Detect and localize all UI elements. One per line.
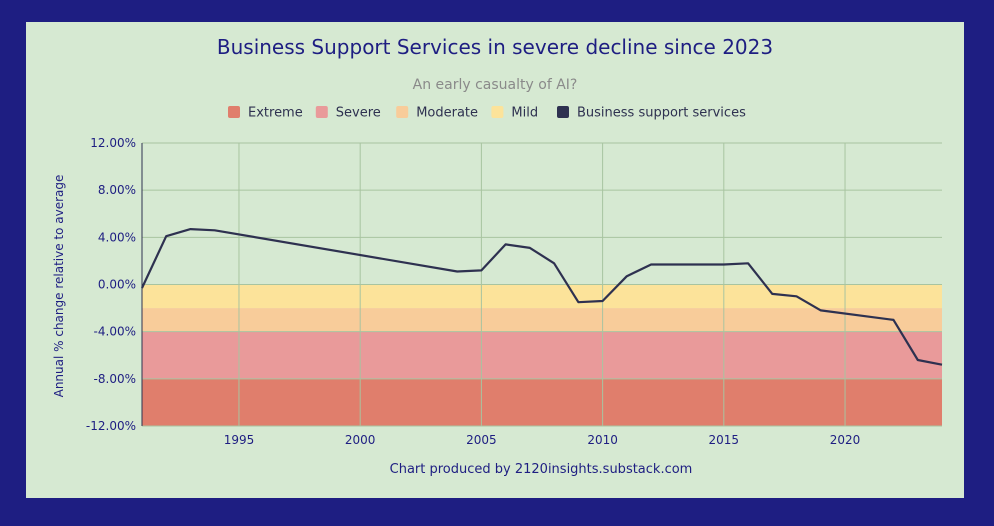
x-tick-label: 2005 [466,433,497,447]
legend-swatch-moderate [396,106,409,118]
x-tick-label: 2015 [709,433,740,447]
chart-svg: Business Support Services in severe decl… [52,35,943,477]
y-axis-label: Annual % change relative to average [52,175,66,398]
x-tick-label: 2010 [587,433,618,447]
chart-panel: Business Support Services in severe decl… [26,22,964,498]
legend-swatch-extreme [228,106,240,118]
series-layer [141,228,943,366]
gridlines [142,142,942,427]
legend-label-business-support-services: Business support services [577,106,746,121]
y-tick-label: -4.00% [94,325,136,339]
band-extreme [142,378,942,426]
y-tick-label: 0.00% [98,278,136,292]
legend-label-extreme: Extreme [248,106,303,121]
legend-swatch-business-support-services [557,106,569,118]
legend-swatch-severe [315,106,328,118]
series-line-business-support-services [141,228,943,366]
y-tick-label: -12.00% [86,419,136,433]
chart-subtitle: An early casualty of AI? [413,77,578,93]
band-severe [142,331,942,379]
x-tick-label: 1995 [224,433,255,447]
y-tick-label: -8.00% [94,372,136,386]
band-mild [142,284,942,309]
axes: 12.00% 8.00% 4.00% 0.00% -4.00% -8.00% -12.00%… [86,136,860,447]
severity-bands [142,284,942,426]
x-tick-label: 2000 [345,433,376,447]
legend-label-moderate: Moderate [416,106,478,121]
legend: Extreme Severe Moderate Mild Business suppor… [228,106,746,121]
x-tick-label: 2020 [830,433,861,447]
legend-swatch-mild [491,106,504,118]
y-tick-label: 8.00% [98,183,136,197]
band-moderate [142,308,942,332]
y-tick-label: 4.00% [98,230,136,244]
y-tick-label: 12.00% [90,136,136,150]
chart-footer: Chart produced by 2120insights.substack.… [390,462,693,477]
chart-title: Business Support Services in severe decl… [217,35,773,59]
legend-label-severe: Severe [336,106,381,121]
legend-label-mild: Mild [511,106,538,121]
